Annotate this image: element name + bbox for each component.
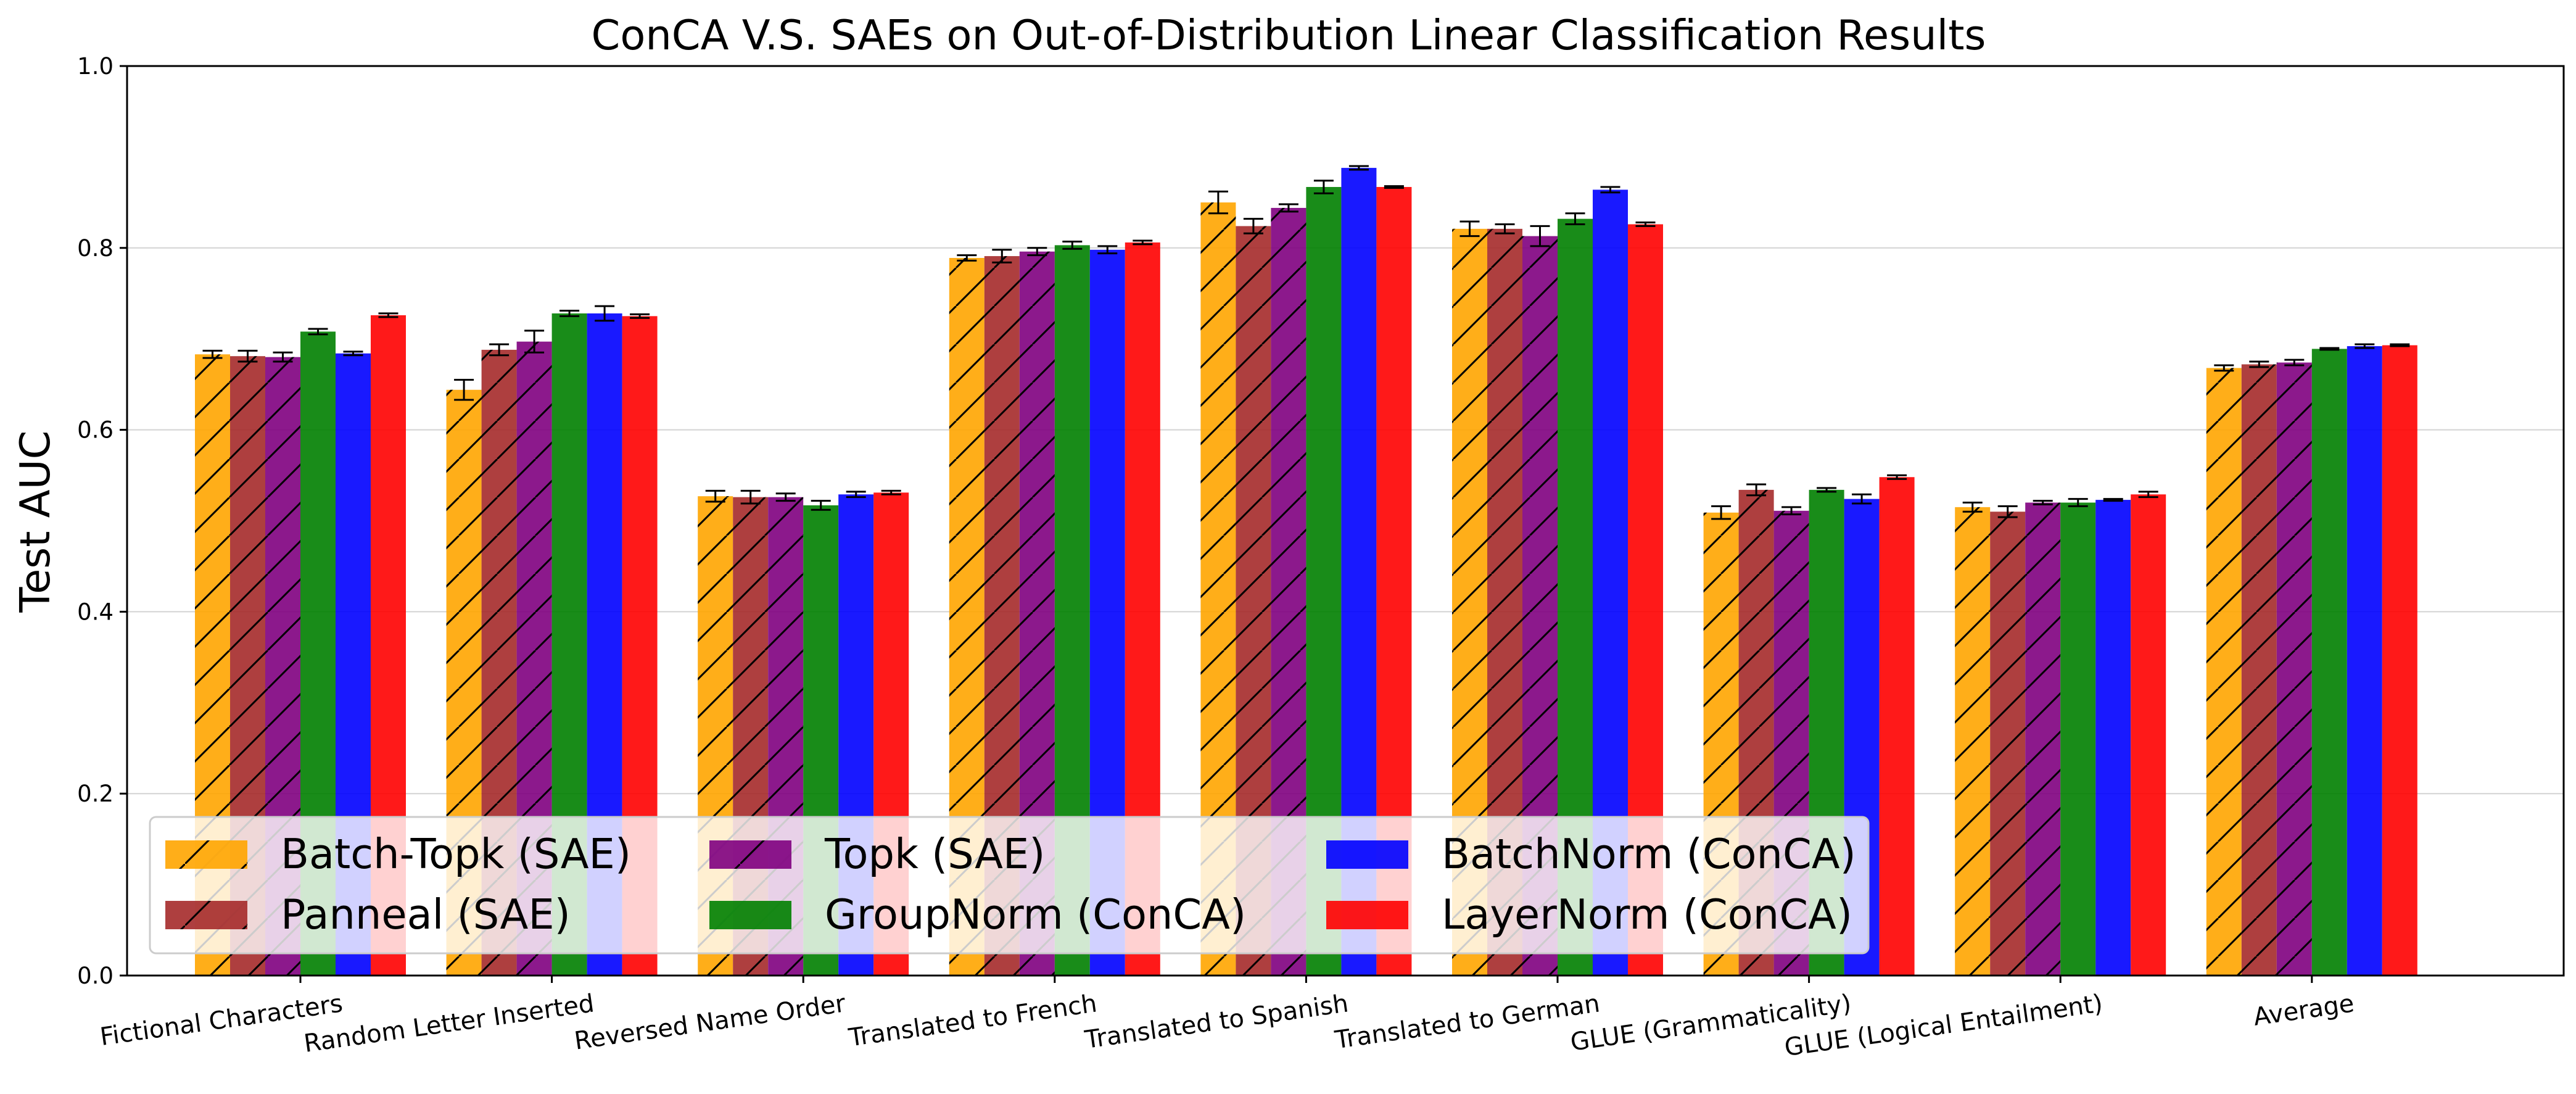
legend-label: BatchNorm (ConCA) [1442, 830, 1856, 878]
y-tick-label: 0.2 [77, 781, 114, 807]
bar-hatch [1955, 507, 1991, 976]
plot-frame [126, 65, 2565, 977]
bar-hatch [2276, 362, 2312, 976]
y-tick-label: 0.4 [77, 599, 114, 625]
legend-swatch [1326, 901, 1408, 929]
y-tick-label: 0.6 [77, 417, 114, 444]
legend-swatch-hatch [165, 901, 247, 929]
legend-label: GroupNorm (ConCA) [825, 890, 1246, 939]
legend-swatch-hatch [165, 840, 247, 869]
legend: Batch-Topk (SAE) Panneal (SAE) Topk (SAE) G… [149, 816, 1870, 955]
bar-hatch [2241, 364, 2277, 976]
legend-label: Topk (SAE) [824, 830, 1045, 878]
legend-swatch [709, 901, 791, 929]
y-axis-label: Test AUC [11, 431, 59, 613]
chart-title: ConCA V.S. SAEs on Out-of-Distribution L… [592, 11, 1986, 59]
bar [2382, 345, 2417, 976]
y-tick-label: 1.0 [77, 53, 114, 80]
bar [2347, 346, 2382, 976]
y-axis: 0.0 0.2 0.4 0.6 0.8 1.0 [77, 53, 127, 989]
legend-label: LayerNorm (ConCA) [1442, 890, 1852, 939]
bar [2060, 502, 2096, 976]
legend-swatch-hatch [709, 840, 791, 869]
bar-hatch [1990, 512, 2026, 976]
bar [2311, 349, 2347, 976]
bar [2131, 494, 2166, 976]
legend-swatch [1326, 840, 1408, 869]
legend-box [149, 816, 1870, 955]
y-tick-label: 0.8 [77, 235, 114, 262]
bar-hatch [2206, 368, 2242, 976]
bar [2095, 500, 2131, 976]
bar-hatch [2025, 502, 2061, 976]
legend-label: Batch-Topk (SAE) [281, 830, 631, 878]
y-tick-label: 0.0 [77, 963, 114, 989]
legend-label: Panneal (SAE) [281, 890, 571, 939]
bar [1879, 477, 1915, 976]
